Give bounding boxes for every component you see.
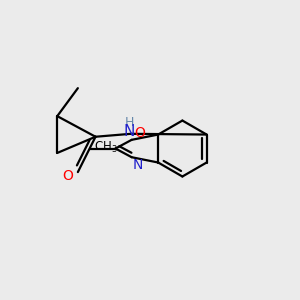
Text: N: N (133, 158, 143, 172)
Text: H: H (125, 116, 134, 129)
Text: CH$_3$: CH$_3$ (94, 140, 118, 155)
Text: O: O (62, 169, 73, 184)
Text: N: N (124, 124, 135, 139)
Text: O: O (134, 126, 145, 140)
